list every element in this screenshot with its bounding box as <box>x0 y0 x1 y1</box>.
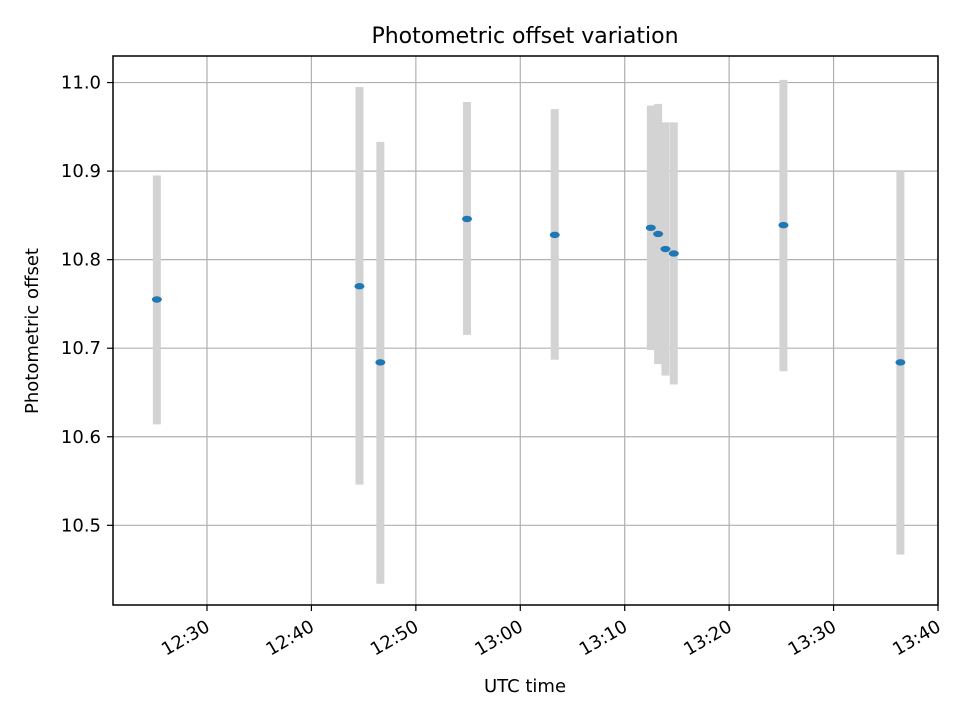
data-point <box>354 283 365 290</box>
plot-frame <box>112 55 939 606</box>
y-tick-label: 10.9 <box>61 161 101 182</box>
data-point <box>645 224 656 231</box>
data-point <box>549 231 560 239</box>
data-point <box>778 221 789 229</box>
y-tick-label: 10.5 <box>61 515 101 536</box>
data-point <box>660 245 671 253</box>
y-tick-label: 11.0 <box>61 73 101 94</box>
y-axis-label: Photometric offset <box>22 248 43 414</box>
y-tick-label: 10.7 <box>61 338 101 359</box>
y-tick-label: 10.6 <box>61 427 101 448</box>
grid <box>113 56 939 605</box>
chart-title: Photometric offset variation <box>371 24 678 49</box>
data-point <box>668 250 679 257</box>
y-tick-label: 10.8 <box>61 250 101 271</box>
data-point <box>462 215 473 223</box>
x-axis-label: UTC time <box>484 676 566 697</box>
data-point <box>653 230 664 238</box>
data-point <box>151 296 162 303</box>
data-point <box>375 359 386 366</box>
data-point <box>895 359 906 366</box>
data-points <box>151 215 906 366</box>
